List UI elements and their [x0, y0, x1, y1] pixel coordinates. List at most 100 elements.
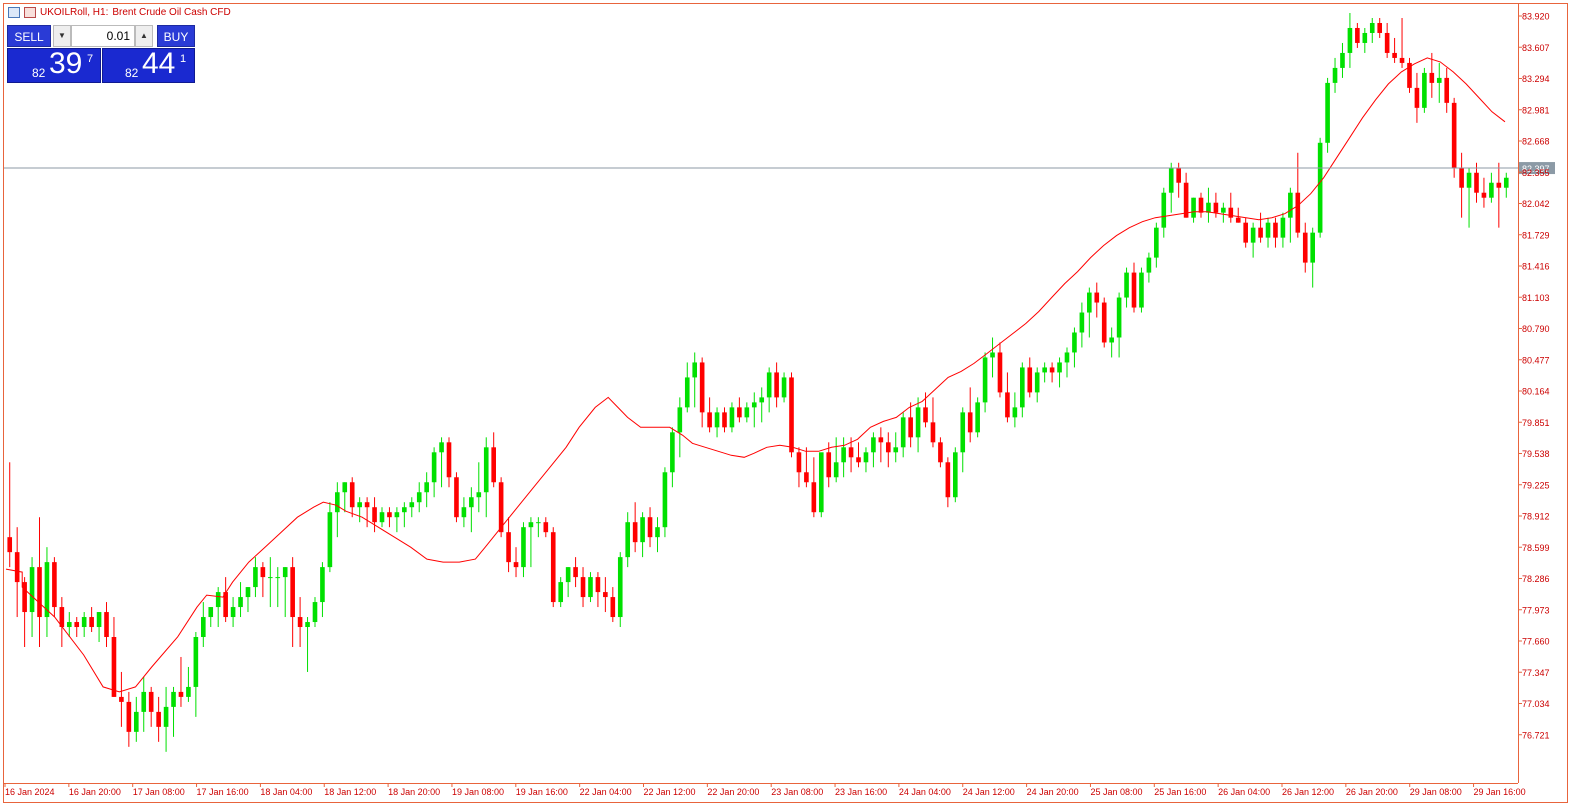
chart-window-icon[interactable]	[24, 7, 36, 18]
candle-body	[565, 567, 571, 583]
candle-body	[1146, 257, 1152, 273]
candle	[223, 577, 228, 623]
candle	[74, 617, 80, 638]
candle-body	[66, 622, 72, 628]
candle-body	[1042, 367, 1047, 373]
sell-price-fraction: 7	[87, 53, 94, 65]
candle-body	[1407, 62, 1412, 88]
candle-body	[156, 711, 161, 727]
candle	[275, 567, 281, 608]
candle	[327, 502, 333, 573]
candle-body	[491, 447, 496, 483]
candle-body	[1034, 372, 1040, 393]
candle-body	[1362, 32, 1368, 43]
candle-body	[1444, 77, 1450, 103]
candle-body	[1064, 352, 1070, 363]
candle-body	[878, 437, 884, 443]
candle	[1154, 222, 1159, 268]
sell-price-main: 39	[49, 47, 83, 80]
candle-body	[387, 512, 392, 518]
candle	[1280, 212, 1286, 248]
candle	[595, 572, 601, 608]
candle-body	[1347, 27, 1353, 53]
candle-body	[163, 706, 169, 727]
candle	[1057, 357, 1062, 388]
candle	[1429, 52, 1435, 98]
candle-body	[1109, 337, 1114, 343]
candle	[446, 437, 452, 488]
time-tick-label: 24 Jan 04:00	[899, 787, 951, 797]
candle	[603, 577, 608, 613]
candle	[483, 437, 489, 518]
candle	[826, 442, 832, 488]
price-tick-label: 82.668	[1522, 137, 1550, 147]
candle	[878, 427, 884, 463]
candle-body	[469, 497, 474, 508]
price-tick-label: 81.416	[1522, 262, 1550, 272]
candle	[1034, 367, 1040, 403]
candle	[312, 597, 318, 628]
lot-decrease-button[interactable]: ▼	[53, 25, 71, 47]
candle	[1474, 162, 1479, 203]
candle	[1139, 267, 1144, 313]
candle	[1027, 357, 1033, 398]
candle	[193, 632, 199, 717]
candle-body	[1206, 202, 1211, 213]
candle	[1087, 287, 1092, 338]
candle	[253, 557, 258, 598]
candle-body	[349, 482, 355, 508]
candle	[1466, 167, 1472, 228]
candle-body	[595, 577, 601, 593]
candle	[1243, 217, 1248, 248]
buy-price-box[interactable]: 82 44 1	[102, 47, 195, 83]
candle	[469, 487, 474, 533]
current-price-layer: 82.397	[4, 162, 1555, 175]
candle	[908, 402, 913, 448]
lot-increase-button[interactable]: ▲	[135, 25, 153, 47]
candle-body	[908, 417, 913, 438]
candle-body	[268, 577, 273, 579]
candles-layer	[7, 13, 1509, 752]
candle	[543, 517, 549, 538]
candle-body	[431, 452, 437, 483]
candle-body	[603, 592, 608, 598]
buy-button[interactable]: BUY	[157, 25, 195, 47]
candle	[580, 567, 586, 608]
candle	[699, 357, 705, 428]
sell-price-box[interactable]: 82 39 7	[7, 47, 101, 83]
candle	[52, 557, 57, 618]
chart-list-icon[interactable]	[8, 7, 20, 18]
candle	[342, 482, 348, 513]
candle	[163, 686, 169, 752]
candle-body	[1280, 217, 1286, 238]
candle	[208, 607, 214, 628]
candle-body	[1273, 222, 1278, 238]
candle	[335, 482, 340, 538]
sell-button[interactable]: SELL	[7, 25, 51, 47]
candle	[1288, 187, 1293, 243]
candle-body	[1131, 272, 1137, 308]
candle-body	[364, 502, 370, 508]
candle-body	[238, 597, 243, 608]
candle	[148, 686, 154, 727]
price-tick-label: 78.599	[1522, 543, 1550, 553]
candle-body	[573, 567, 578, 578]
candle-body	[677, 407, 683, 433]
candle-body	[230, 607, 236, 618]
candle	[111, 617, 117, 697]
candle-body	[200, 617, 206, 638]
time-tick-label: 29 Jan 08:00	[1410, 787, 1462, 797]
candle-body	[766, 372, 772, 398]
lot-size-input[interactable]	[71, 25, 135, 47]
candle	[923, 392, 928, 428]
candle-body	[1481, 192, 1487, 198]
candle-body	[342, 482, 348, 493]
candle-body	[722, 412, 727, 428]
candle	[960, 407, 966, 473]
current-price-tag	[1519, 162, 1555, 175]
price-tick-label: 80.164	[1522, 387, 1550, 397]
chart-border	[3, 3, 1568, 803]
candle-body	[513, 562, 519, 568]
candle-body	[1384, 32, 1390, 53]
